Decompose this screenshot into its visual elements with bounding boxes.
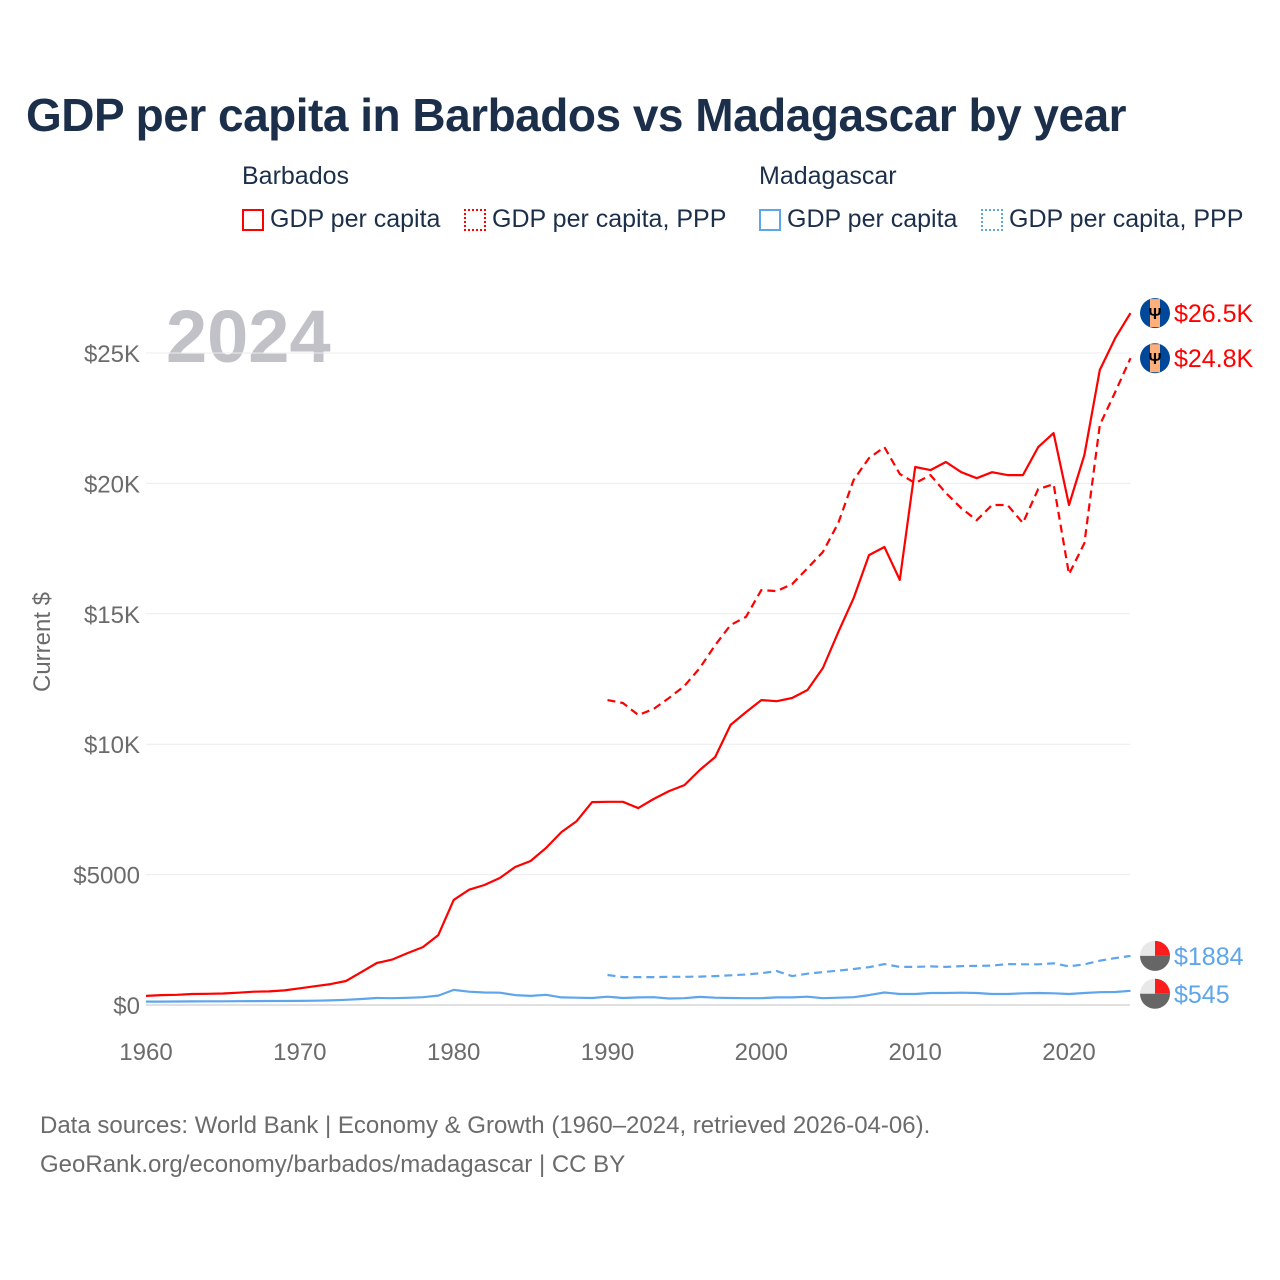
series-line-madagascar-gdp-per-capita-ppp [607, 954, 1131, 979]
end-value-label: $26.5K [1174, 300, 1254, 328]
footer-url[interactable]: GeoRank.org/economy/barbados/madagascar … [40, 1151, 626, 1178]
x-tick-label: 1990 [581, 1039, 634, 1066]
x-tick-label: 1980 [427, 1039, 480, 1066]
legend-item-madagascar-ppp[interactable]: GDP per capita, PPP [981, 205, 1243, 234]
footer-sources: Data sources: World Bank | Economy & Gro… [40, 1112, 931, 1139]
series-line-barbados-gdp-per-capita-ppp [607, 357, 1132, 717]
y-tick-label: $5000 [73, 863, 140, 890]
madagascar-flag-icon [1140, 940, 1171, 971]
y-tick-label: $0 [113, 993, 140, 1020]
madagascar-flag-icon [1140, 978, 1171, 1009]
svg-text:Ψ: Ψ [1149, 306, 1162, 323]
series-line-madagascar-gdp-per-capita [146, 988, 1131, 1003]
x-tick-label: 1970 [273, 1039, 326, 1066]
legend-swatch-dotted [464, 208, 486, 231]
legend-swatch-solid [759, 208, 781, 231]
year-watermark: 2024 [166, 295, 331, 378]
y-tick-label: $25K [84, 341, 140, 368]
legend-label: GDP per capita, PPP [1009, 205, 1244, 233]
legend-item-barbados-gdp[interactable]: GDP per capita [242, 205, 440, 234]
y-tick-label: $15K [84, 602, 140, 629]
x-tick-label: 2020 [1042, 1039, 1095, 1066]
y-tick-label: $10K [84, 732, 140, 759]
x-tick-label: 2010 [888, 1039, 941, 1066]
y-tick-label: $20K [84, 471, 140, 498]
svg-text:Ψ: Ψ [1149, 351, 1162, 368]
legend-swatch-solid [242, 208, 264, 231]
legend-label: GDP per capita [270, 205, 441, 233]
end-value-label: $24.8K [1174, 345, 1254, 373]
legend-swatch-dotted [981, 208, 1003, 231]
legend-group-madagascar: Madagascar [759, 162, 897, 190]
end-value-label: $545 [1174, 981, 1230, 1009]
chart-title: GDP per capita in Barbados vs Madagascar… [26, 89, 1127, 141]
series-line-barbados-gdp-per-capita [145, 312, 1132, 997]
barbados-flag-icon: Ψ [1140, 298, 1170, 329]
footer: Data sources: World Bank | Economy & Gro… [40, 1106, 930, 1184]
legend-group-barbados: Barbados [242, 162, 350, 190]
legend-label: GDP per capita, PPP [492, 205, 727, 233]
legend-item-madagascar-gdp[interactable]: GDP per capita [759, 205, 957, 234]
x-tick-label: 1960 [119, 1039, 172, 1066]
barbados-flag-icon: Ψ [1140, 343, 1170, 374]
end-value-label: $1884 [1174, 943, 1244, 971]
x-tick-label: 2000 [735, 1039, 788, 1066]
legend-label: GDP per capita [787, 205, 958, 233]
y-axis-label: Current $ [29, 592, 56, 692]
legend-item-barbados-ppp[interactable]: GDP per capita, PPP [464, 205, 726, 234]
